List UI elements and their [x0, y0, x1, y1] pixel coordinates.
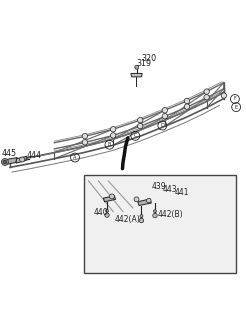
Text: 442(A): 442(A): [115, 215, 141, 224]
Text: 444: 444: [27, 151, 42, 160]
Polygon shape: [103, 196, 116, 202]
Circle shape: [140, 215, 143, 218]
Text: 440: 440: [94, 208, 108, 217]
Text: 319: 319: [137, 60, 152, 68]
Circle shape: [82, 133, 88, 139]
Circle shape: [147, 198, 151, 203]
Circle shape: [110, 126, 116, 132]
Text: 441: 441: [175, 188, 189, 197]
Polygon shape: [6, 157, 17, 164]
Circle shape: [153, 213, 157, 218]
Text: B: B: [108, 142, 111, 147]
Circle shape: [105, 213, 109, 217]
Circle shape: [184, 104, 190, 109]
Polygon shape: [138, 199, 151, 205]
Polygon shape: [131, 73, 142, 77]
Circle shape: [154, 210, 156, 213]
Circle shape: [139, 218, 144, 223]
Circle shape: [184, 98, 190, 104]
Circle shape: [20, 157, 25, 162]
Circle shape: [82, 140, 88, 145]
Circle shape: [1, 158, 8, 165]
Circle shape: [134, 197, 139, 202]
Circle shape: [162, 114, 168, 119]
Circle shape: [162, 108, 168, 113]
Circle shape: [138, 123, 143, 129]
Circle shape: [204, 89, 209, 94]
Text: E: E: [235, 105, 238, 110]
Circle shape: [3, 160, 7, 164]
Circle shape: [106, 209, 108, 212]
Circle shape: [135, 65, 139, 69]
Text: 320: 320: [141, 54, 156, 63]
Circle shape: [221, 93, 227, 98]
Text: 443: 443: [162, 185, 177, 194]
Polygon shape: [16, 156, 27, 163]
Circle shape: [109, 194, 114, 199]
Bar: [84, 175, 236, 273]
Text: D: D: [160, 123, 164, 128]
Text: 439: 439: [151, 182, 166, 191]
Circle shape: [110, 133, 116, 138]
Text: 442(B): 442(B): [157, 210, 183, 219]
Text: C: C: [134, 133, 137, 138]
Text: F: F: [233, 97, 236, 101]
Circle shape: [138, 117, 143, 123]
Text: 445: 445: [2, 148, 17, 158]
Circle shape: [204, 95, 209, 100]
Text: A: A: [73, 155, 77, 160]
